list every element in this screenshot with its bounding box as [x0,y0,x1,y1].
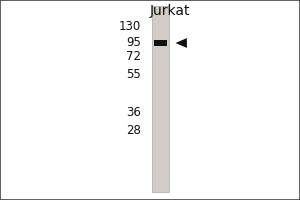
Polygon shape [176,38,187,48]
Text: 36: 36 [126,106,141,119]
Text: 95: 95 [126,36,141,49]
Bar [154,40,167,46]
Text: 28: 28 [126,124,141,138]
Text: 130: 130 [119,21,141,33]
Text: Jurkat: Jurkat [149,4,190,18]
Text: 55: 55 [126,68,141,82]
Text: 72: 72 [126,50,141,63]
Bar [152,6,169,192]
